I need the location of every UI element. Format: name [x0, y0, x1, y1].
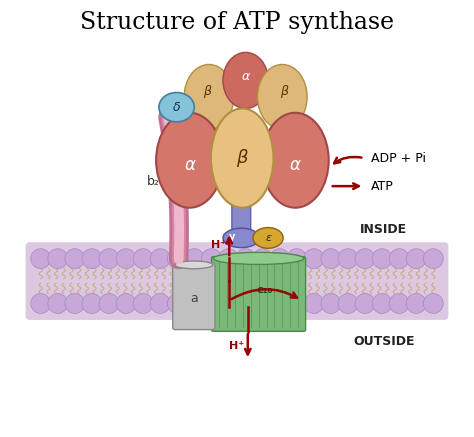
Circle shape — [304, 294, 324, 313]
Text: β: β — [281, 85, 289, 98]
Circle shape — [116, 249, 136, 269]
Text: b₂: b₂ — [146, 175, 159, 188]
Circle shape — [133, 294, 153, 313]
Text: H⁺: H⁺ — [211, 240, 226, 250]
FancyBboxPatch shape — [232, 169, 251, 239]
Ellipse shape — [257, 65, 307, 129]
Circle shape — [219, 294, 238, 313]
Circle shape — [253, 249, 273, 269]
Text: a: a — [190, 292, 198, 305]
Ellipse shape — [262, 113, 328, 208]
Circle shape — [406, 294, 426, 313]
Circle shape — [236, 249, 255, 269]
Text: Structure of ATP synthase: Structure of ATP synthase — [80, 10, 394, 34]
Circle shape — [201, 249, 221, 269]
Circle shape — [82, 294, 102, 313]
Text: α: α — [290, 156, 301, 173]
Circle shape — [236, 294, 255, 313]
Circle shape — [253, 294, 273, 313]
Circle shape — [287, 249, 307, 269]
Ellipse shape — [223, 52, 268, 108]
Circle shape — [65, 249, 85, 269]
Ellipse shape — [213, 253, 304, 264]
Text: OUTSIDE: OUTSIDE — [353, 335, 414, 348]
Circle shape — [82, 249, 102, 269]
Circle shape — [167, 294, 187, 313]
Circle shape — [321, 249, 341, 269]
Text: INSIDE: INSIDE — [360, 223, 407, 236]
Circle shape — [116, 294, 136, 313]
Ellipse shape — [211, 108, 273, 208]
Ellipse shape — [184, 65, 234, 129]
Circle shape — [423, 249, 443, 269]
Text: β: β — [237, 149, 248, 167]
Circle shape — [65, 294, 85, 313]
Circle shape — [423, 294, 443, 313]
Text: c₁₀: c₁₀ — [257, 284, 273, 295]
Circle shape — [287, 294, 307, 313]
Text: H⁺: H⁺ — [229, 341, 245, 351]
Circle shape — [338, 249, 358, 269]
Circle shape — [338, 294, 358, 313]
Circle shape — [304, 249, 324, 269]
Circle shape — [31, 294, 51, 313]
Circle shape — [321, 294, 341, 313]
Text: δ: δ — [173, 101, 181, 114]
Ellipse shape — [253, 228, 283, 248]
Circle shape — [219, 249, 238, 269]
FancyBboxPatch shape — [26, 242, 448, 320]
Circle shape — [270, 294, 290, 313]
Ellipse shape — [159, 93, 194, 122]
Circle shape — [201, 294, 221, 313]
Circle shape — [150, 294, 170, 313]
Circle shape — [372, 294, 392, 313]
Circle shape — [184, 294, 204, 313]
Circle shape — [355, 294, 375, 313]
Circle shape — [133, 249, 153, 269]
Text: ε: ε — [265, 233, 271, 243]
Circle shape — [48, 249, 68, 269]
Text: ADP + Pi: ADP + Pi — [371, 152, 426, 165]
Circle shape — [167, 249, 187, 269]
Circle shape — [99, 294, 119, 313]
Circle shape — [389, 294, 409, 313]
Text: ATP: ATP — [371, 180, 393, 193]
Circle shape — [372, 249, 392, 269]
Circle shape — [150, 249, 170, 269]
Ellipse shape — [175, 261, 213, 269]
Circle shape — [184, 249, 204, 269]
Circle shape — [31, 249, 51, 269]
Circle shape — [48, 294, 68, 313]
Circle shape — [389, 249, 409, 269]
Circle shape — [270, 249, 290, 269]
Circle shape — [406, 249, 426, 269]
Circle shape — [355, 249, 375, 269]
Circle shape — [99, 249, 119, 269]
Ellipse shape — [156, 113, 223, 208]
FancyBboxPatch shape — [173, 263, 215, 329]
FancyBboxPatch shape — [211, 257, 306, 331]
Ellipse shape — [223, 228, 260, 248]
Text: α: α — [242, 69, 250, 83]
Text: β: β — [203, 85, 211, 98]
Text: α: α — [184, 156, 195, 173]
Text: y: y — [228, 232, 235, 242]
